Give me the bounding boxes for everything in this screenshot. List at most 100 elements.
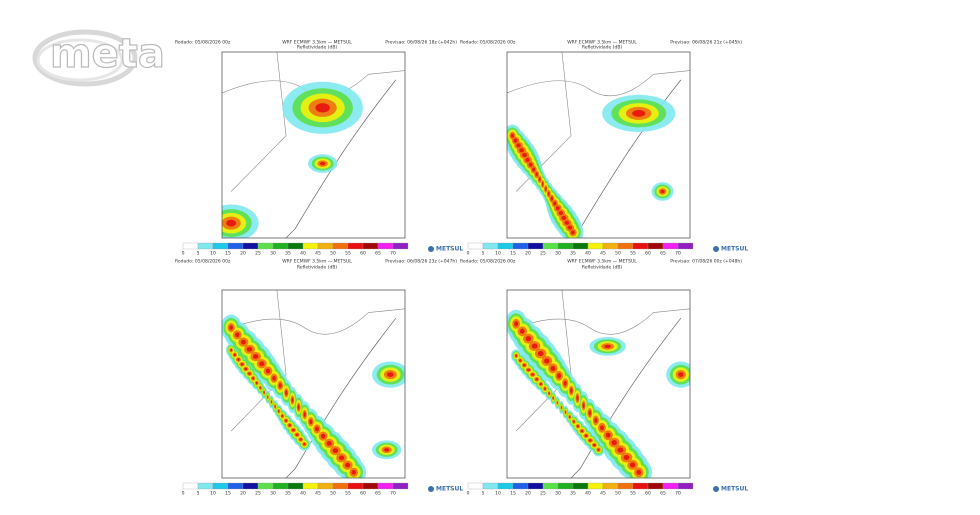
echo bbox=[539, 382, 542, 386]
colorbar-cell bbox=[497, 482, 514, 490]
colorbar-label: 5 bbox=[482, 251, 485, 257]
forecast-panel: Rodado: 05/08/2026 00z WRF ECMWF 3.5km — … bbox=[175, 40, 463, 257]
colorbar-label: 35 bbox=[570, 491, 576, 497]
echo bbox=[572, 420, 575, 423]
echo bbox=[519, 148, 524, 153]
echo bbox=[557, 373, 562, 379]
colorbar-cell bbox=[482, 242, 499, 250]
colorbar-cell bbox=[662, 242, 679, 250]
map-frame bbox=[506, 51, 691, 239]
brand-label: METSUL bbox=[721, 486, 748, 493]
echo bbox=[274, 405, 276, 408]
echo bbox=[338, 455, 345, 461]
forecast-panel: Rodado: 05/08/2026 00z WRF ECMWF 3.5km — … bbox=[460, 259, 748, 497]
brand-label: METSUL bbox=[436, 246, 463, 253]
colorbar-label: 50 bbox=[330, 491, 336, 497]
echo bbox=[547, 191, 550, 196]
colorbar-label: 65 bbox=[375, 251, 381, 257]
echo bbox=[288, 424, 291, 427]
colorbar-label: 70 bbox=[675, 251, 681, 257]
echo bbox=[593, 443, 596, 447]
colorbar-label: 40 bbox=[300, 251, 306, 257]
border-line bbox=[507, 70, 690, 97]
echo bbox=[285, 390, 288, 396]
brand-icon bbox=[428, 486, 434, 492]
echo bbox=[320, 433, 326, 439]
echo bbox=[563, 380, 567, 386]
colorbar-cell bbox=[212, 482, 229, 490]
brand-icon bbox=[713, 486, 719, 492]
colorbar-label: 45 bbox=[315, 491, 321, 497]
echo bbox=[535, 172, 538, 177]
colorbar-cell bbox=[542, 482, 559, 490]
colorbar-cell bbox=[617, 482, 634, 490]
colorbar-cell bbox=[197, 482, 214, 490]
colorbar-label: 60 bbox=[360, 251, 366, 257]
colorbar-label: 35 bbox=[285, 491, 291, 497]
echo bbox=[552, 396, 554, 400]
map-content bbox=[507, 52, 690, 238]
colorbar-cell bbox=[302, 482, 319, 490]
echo bbox=[599, 425, 604, 431]
colorbar-label: 55 bbox=[345, 251, 351, 257]
echo bbox=[588, 439, 592, 442]
echo bbox=[580, 429, 584, 433]
forecast-label: Previsao: 06/08/26 18z (+042h) bbox=[385, 40, 457, 46]
echo bbox=[230, 348, 233, 352]
field-label: Refletividade (dB) bbox=[297, 45, 338, 51]
colorbar-cell bbox=[332, 242, 349, 250]
colorbar-cell bbox=[197, 242, 214, 250]
colorbar-label: 0 bbox=[182, 491, 185, 497]
field-label: Refletividade (dB) bbox=[582, 45, 623, 51]
colorbar-label: 55 bbox=[630, 251, 636, 257]
echo bbox=[513, 138, 518, 143]
model-label: WRF ECMWF 3.5km — METSUL bbox=[282, 259, 352, 265]
echo bbox=[384, 448, 390, 452]
colorbar-label: 35 bbox=[570, 251, 576, 257]
colorbar-label: 55 bbox=[630, 491, 636, 497]
model-label: WRF ECMWF 3.5km — METSUL bbox=[282, 40, 352, 46]
echo bbox=[315, 103, 330, 113]
brand-label: METSUL bbox=[721, 246, 748, 253]
echo bbox=[556, 401, 558, 404]
echo bbox=[531, 373, 534, 376]
colorbar-cell bbox=[572, 482, 589, 490]
colorbar-cell bbox=[497, 242, 514, 250]
colorbar-cell bbox=[527, 482, 544, 490]
map-content bbox=[222, 290, 405, 478]
colorbar-label: 25 bbox=[255, 251, 261, 257]
colorbar-label: 45 bbox=[315, 251, 321, 257]
echo bbox=[291, 428, 295, 432]
colorbar-cell bbox=[662, 482, 679, 490]
echo bbox=[570, 388, 573, 394]
colorbar-label: 25 bbox=[540, 491, 546, 497]
colorbar-label: 50 bbox=[330, 251, 336, 257]
colorbar-label: 45 bbox=[600, 491, 606, 497]
forecast-panel: Rodado: 05/08/2026 00z WRF ECMWF 3.5km — … bbox=[460, 40, 748, 257]
echo bbox=[345, 462, 351, 468]
colorbar-cell bbox=[557, 242, 574, 250]
colorbar-cell bbox=[182, 482, 199, 490]
echo bbox=[564, 411, 567, 414]
colorbar-label: 20 bbox=[240, 491, 246, 497]
colorbar-label: 70 bbox=[390, 251, 396, 257]
echo bbox=[233, 353, 236, 357]
colorbar-cell bbox=[557, 482, 574, 490]
echo bbox=[295, 433, 299, 436]
map-frame bbox=[506, 289, 691, 479]
colorbar-label: 10 bbox=[210, 251, 216, 257]
logo-swoosh bbox=[32, 29, 138, 87]
echo bbox=[281, 414, 284, 418]
echo bbox=[523, 364, 526, 367]
colorbar-cell bbox=[482, 482, 499, 490]
echo bbox=[332, 448, 339, 454]
colorbar-cell bbox=[392, 482, 409, 490]
echo bbox=[623, 454, 630, 461]
echo bbox=[527, 368, 530, 372]
echo bbox=[550, 365, 556, 371]
colorbar-cell bbox=[212, 242, 229, 250]
colorbar-label: 15 bbox=[510, 251, 516, 257]
echo bbox=[584, 434, 588, 437]
